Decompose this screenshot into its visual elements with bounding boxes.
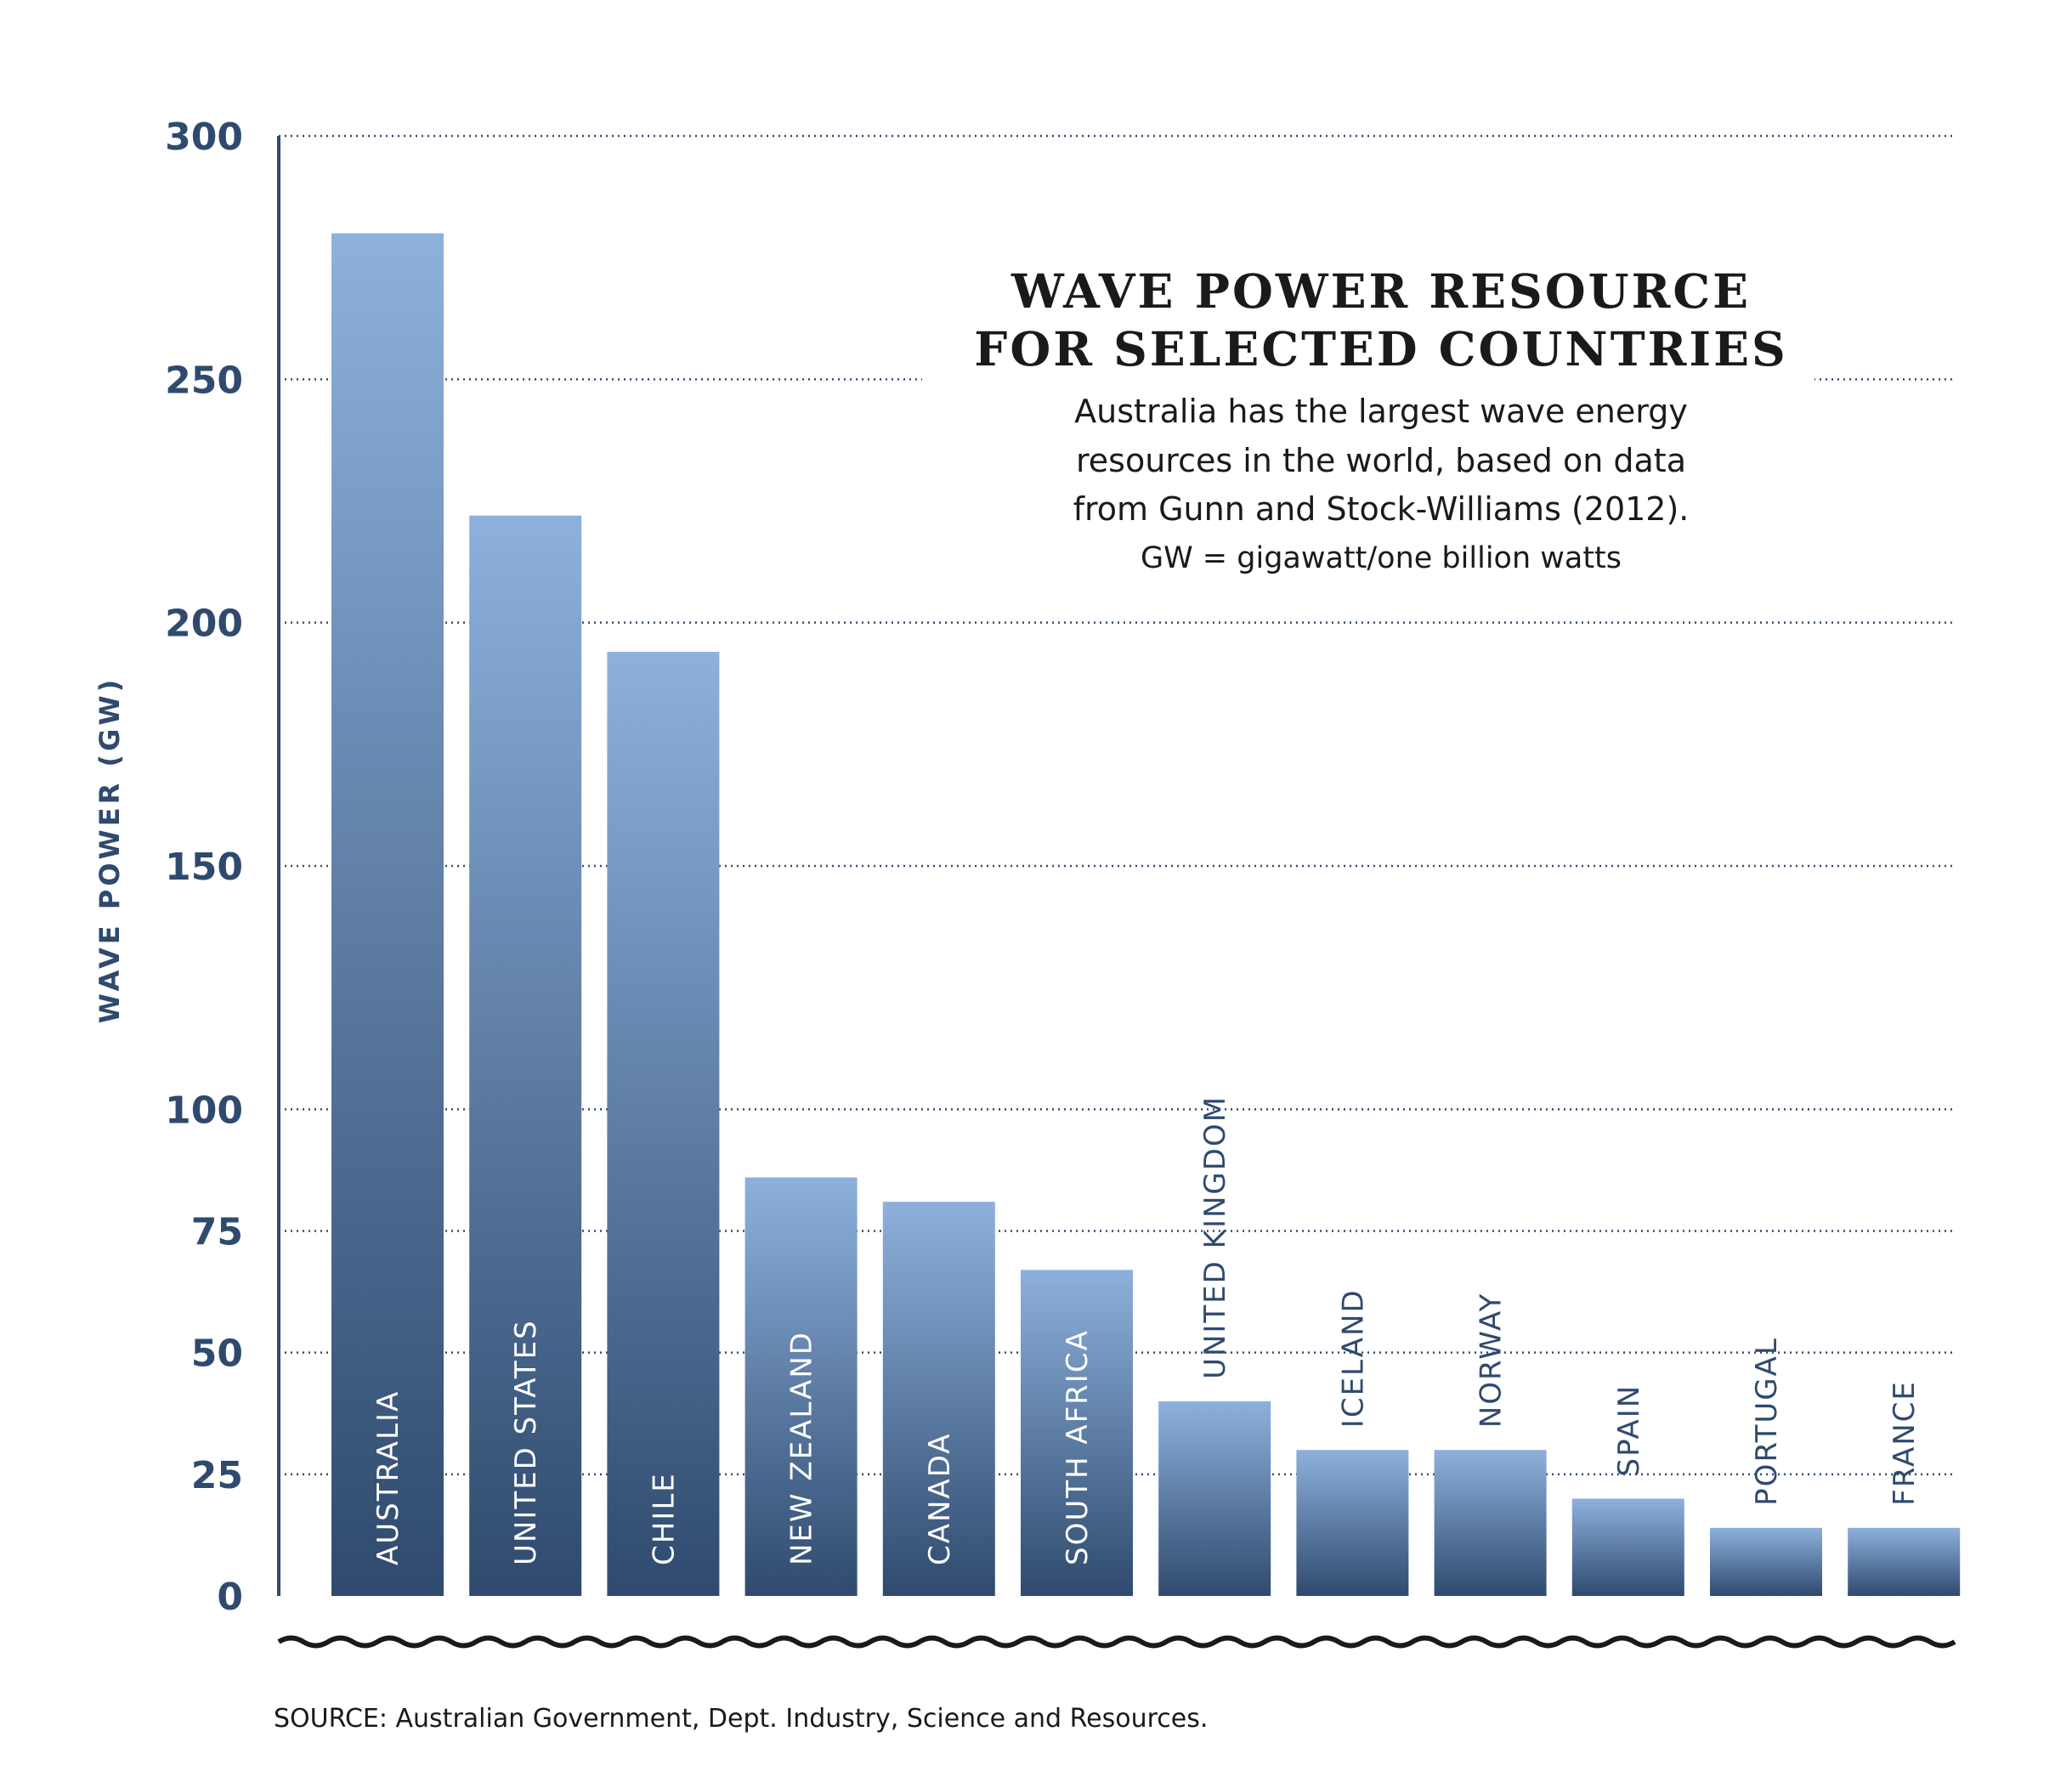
chart-title-line-1: WAVE POWER RESOURCE [1011, 263, 1751, 319]
category-label-portugal: PORTUGAL [1750, 1337, 1784, 1506]
category-label-spain: SPAIN [1612, 1384, 1646, 1477]
chart-title-line-2: FOR SELECTED COUNTRIES [974, 321, 1787, 376]
y-tick-label-0: 0 [217, 1576, 243, 1619]
category-label-chile: CHILE [647, 1472, 681, 1565]
category-label-new-zealand: NEW ZEALAND [785, 1331, 819, 1565]
source-note: SOURCE: Australian Government, Dept. Ind… [274, 1704, 1208, 1734]
y-axis-ticks: 0 25 50 75 100 150 200 250 300 [165, 116, 243, 1619]
chart-subtitle-line-2: resources in the world, based on data [1076, 442, 1686, 479]
category-label-iceland: ICELAND [1336, 1288, 1370, 1428]
chart-subtitle: Australia has the largest wave energy re… [1073, 393, 1690, 528]
bar-norway [1434, 1450, 1547, 1596]
chart-title: WAVE POWER RESOURCE FOR SELECTED COUNTRI… [974, 263, 1787, 376]
y-tick-label-150: 150 [165, 846, 243, 889]
chart-subtitle-line-1: Australia has the largest wave energy [1074, 393, 1688, 430]
y-tick-label-200: 200 [165, 603, 243, 646]
title-background [922, 255, 1814, 595]
wave-baseline [277, 1635, 1956, 1649]
bar-united-states [469, 515, 582, 1597]
bar-portugal [1710, 1527, 1822, 1596]
bar-iceland [1296, 1450, 1409, 1596]
category-label-norway: NORWAY [1475, 1293, 1509, 1429]
category-labels: AUSTRALIA UNITED STATES CHILE NEW ZEALAND CA… [371, 1095, 1922, 1565]
bar-united-kingdom [1158, 1400, 1271, 1596]
y-tick-label-50: 50 [191, 1332, 243, 1376]
category-label-france: FRANCE [1888, 1380, 1922, 1506]
y-axis-title: WAVE POWER (GW) [93, 676, 126, 1024]
y-tick-label-100: 100 [165, 1089, 243, 1132]
bar-new-zealand [744, 1177, 858, 1596]
bar-canada [882, 1202, 995, 1596]
y-tick-label-25: 25 [191, 1454, 243, 1497]
bar-australia [331, 233, 444, 1596]
category-label-canada: CANADA [923, 1432, 957, 1565]
category-label-south-africa: SOUTH AFRICA [1061, 1329, 1095, 1565]
category-label-australia: AUSTRALIA [371, 1390, 405, 1565]
bar-chile [607, 652, 720, 1597]
bar-spain [1571, 1498, 1684, 1596]
category-label-united-states: UNITED STATES [509, 1319, 543, 1565]
chart-subtitle-line-3: from Gunn and Stock-Williams (2012). [1073, 490, 1690, 528]
bar-france [1848, 1527, 1961, 1596]
category-label-united-kingdom: UNITED KINGDOM [1198, 1095, 1232, 1379]
unit-note: GW = gigawatt/one billion watts [1141, 541, 1622, 575]
bar-south-africa [1021, 1270, 1133, 1596]
y-tick-label-300: 300 [165, 116, 243, 159]
bars [331, 233, 1961, 1597]
y-tick-label-250: 250 [165, 359, 243, 402]
y-tick-label-75: 75 [191, 1211, 243, 1254]
